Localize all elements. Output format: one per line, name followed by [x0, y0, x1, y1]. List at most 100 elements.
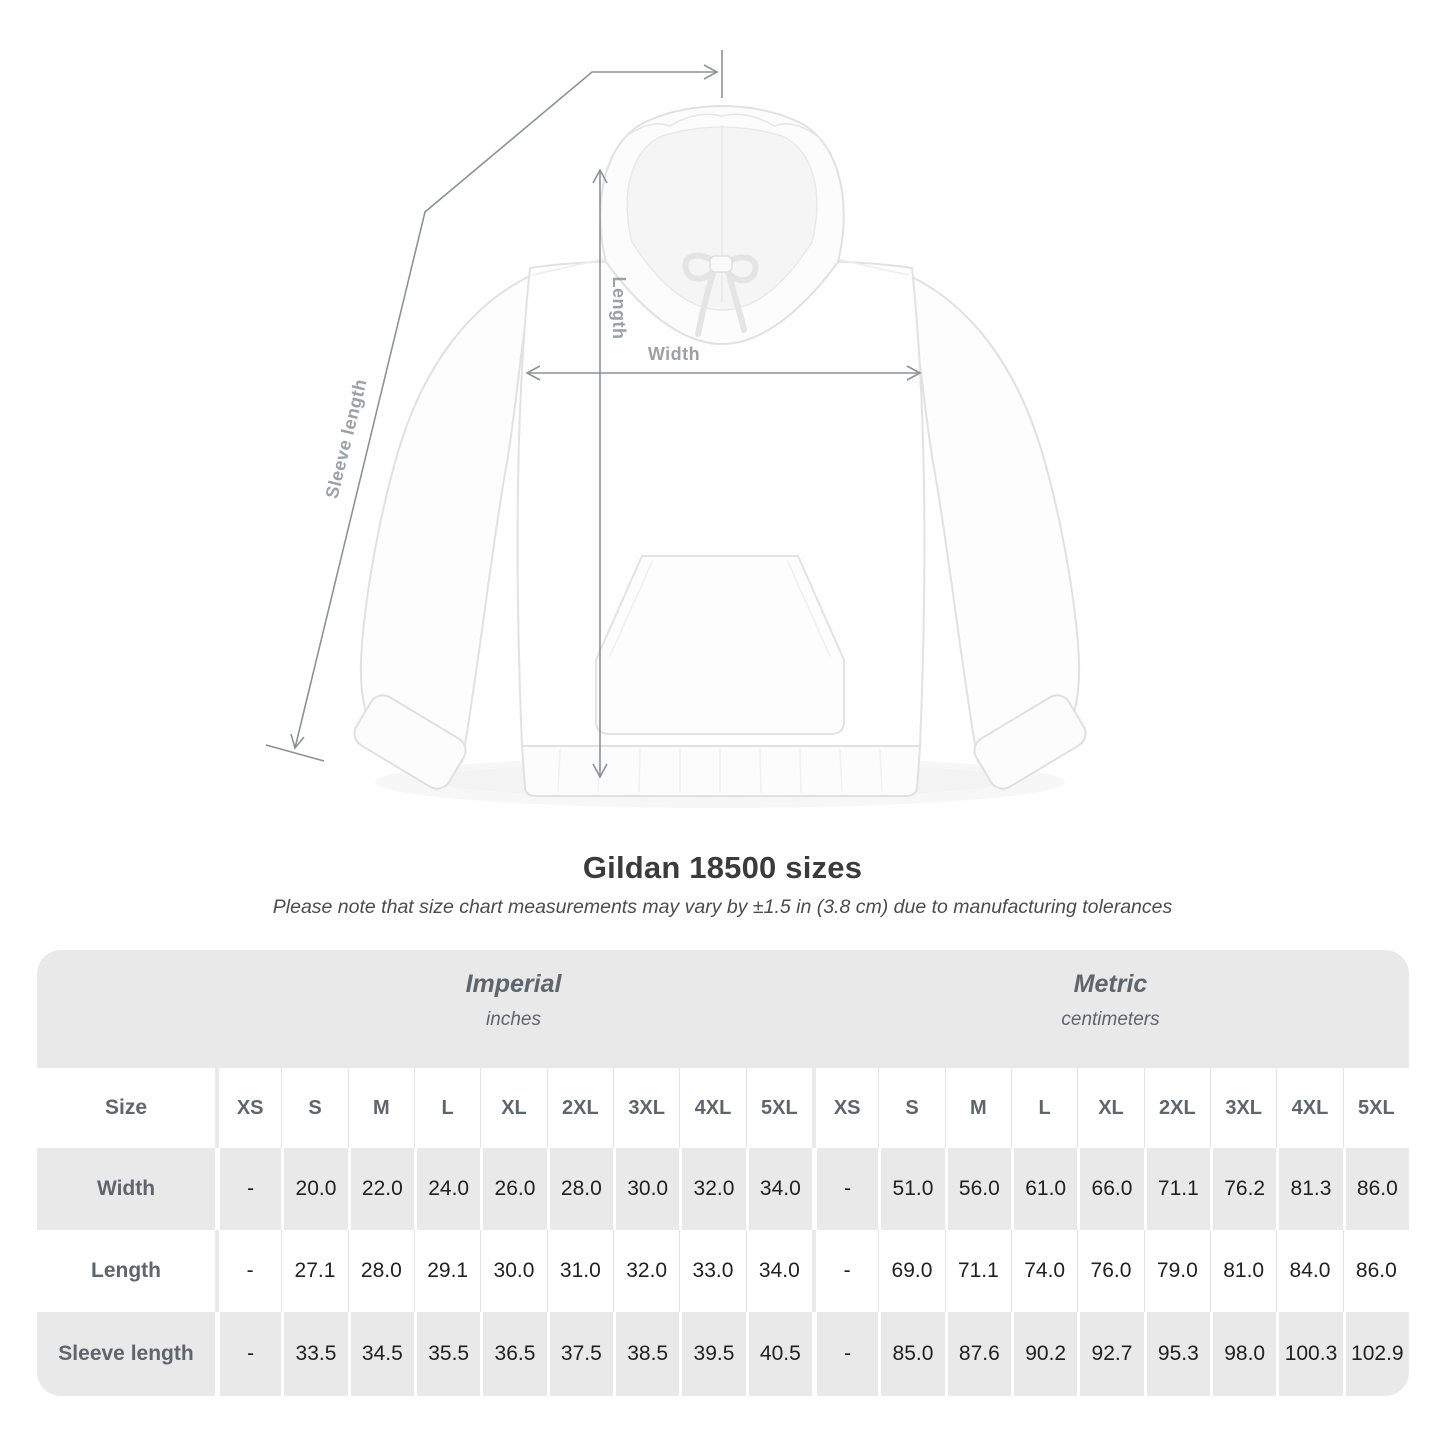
size-column-header: S: [878, 1068, 944, 1148]
measurement-cell: 85.0: [878, 1312, 944, 1396]
size-column-header: 5XL: [745, 1068, 812, 1148]
measurement-cell: 71.1: [1143, 1148, 1210, 1230]
measurement-cell: 33.5: [281, 1312, 347, 1396]
size-column-header: M: [347, 1068, 414, 1148]
unit-header-band: Imperial inches Metric centimeters: [37, 950, 1409, 1068]
width-dim-arrowhead-right: [906, 365, 922, 381]
measurement-cell: 56.0: [944, 1148, 1011, 1230]
measurement-cell: 30.0: [480, 1230, 546, 1312]
measurement-cell: 26.0: [480, 1148, 546, 1230]
sleeve-dim-arrowhead-top: [703, 64, 719, 80]
measurement-cell: 20.0: [281, 1148, 347, 1230]
measurement-row-label: Width: [96, 1177, 156, 1200]
measurement-cell: 79.0: [1143, 1230, 1210, 1312]
measurement-cell: 74.0: [1011, 1230, 1077, 1312]
measurement-cell: 69.0: [878, 1230, 944, 1312]
imperial-sublabel: inches: [486, 1009, 541, 1030]
measurement-row-label: Sleeve length: [58, 1342, 194, 1365]
measurement-cell: -: [812, 1148, 878, 1230]
size-column-header: 4XL: [1276, 1068, 1342, 1148]
measurement-cell: 95.3: [1143, 1312, 1210, 1396]
measurement-cell: 40.5: [745, 1312, 812, 1396]
measurement-cell: 37.5: [546, 1312, 613, 1396]
size-column-header: 2XL: [546, 1068, 613, 1148]
size-column-header: S: [281, 1068, 347, 1148]
metric-sublabel: centimeters: [1061, 1009, 1160, 1030]
measurement-cell: 102.9: [1342, 1312, 1409, 1396]
measurement-cell: 98.0: [1210, 1312, 1276, 1396]
metric-header: Metric centimeters: [812, 950, 1409, 1068]
hoodie-illustration: [353, 105, 1087, 797]
size-column-header: 5XL: [1342, 1068, 1409, 1148]
measurement-cell: -: [812, 1230, 878, 1312]
hem-rib-lines: [557, 749, 883, 793]
size-column-header: XL: [1077, 1068, 1143, 1148]
sleeve-dim-label: Sleeve length: [322, 377, 371, 501]
size-column-header: L: [1011, 1068, 1077, 1148]
size-row-header: Size: [104, 1096, 148, 1119]
measurement-cell: 84.0: [1276, 1230, 1342, 1312]
width-dim-label: Width: [648, 344, 700, 364]
sleeve-dim-end-tick: [265, 744, 325, 762]
hem-band: [521, 745, 921, 797]
measurement-cell: 51.0: [878, 1148, 944, 1230]
right-cuff: [973, 694, 1087, 790]
shoulder-seams: [531, 257, 909, 276]
measurement-cell: 86.0: [1342, 1148, 1409, 1230]
measurement-cell: 92.7: [1077, 1312, 1143, 1396]
measurement-row: Width -20.0 22.0 24.0 26.0 28.0 30.0 32.0 34.0-5…: [37, 1148, 1409, 1230]
measurement-cell: 81.0: [1210, 1230, 1276, 1312]
measurement-cell: 36.5: [480, 1312, 546, 1396]
measurement-cell: 35.5: [414, 1312, 480, 1396]
kangaroo-pocket: [595, 555, 845, 735]
length-dim-arrowhead-top: [592, 168, 608, 184]
drawstring-bow: [682, 252, 759, 337]
measurement-cell: 33.0: [679, 1230, 745, 1312]
measurement-cell: 61.0: [1011, 1148, 1077, 1230]
sleeve-dim-line: [294, 71, 717, 749]
unit-band-spacer: [37, 950, 215, 1068]
measurement-cell: 32.0: [679, 1148, 745, 1230]
measurement-cell: 31.0: [546, 1230, 613, 1312]
measurement-cell: 100.3: [1276, 1312, 1342, 1396]
measurement-cell: 90.2: [1011, 1312, 1077, 1396]
measurement-cell: -: [215, 1148, 281, 1230]
measurement-cell: 28.0: [546, 1148, 613, 1230]
width-dim-arrowhead-left: [525, 365, 541, 381]
measurement-row: Sleeve length -33.5 34.5 35.5 36.5 37.5 38.5 39…: [37, 1312, 1409, 1396]
measurement-cell: 32.0: [613, 1230, 679, 1312]
size-grid-rows: Size XS S M L XL 2XL 3XL 4XL 5XL XS S M L XL 2XL 3XL 4XL 5…: [37, 1068, 1409, 1396]
size-header-row: Size XS S M L XL 2XL 3XL 4XL 5XL XS S M L XL 2XL 3XL 4XL 5…: [37, 1068, 1409, 1148]
measurement-cell: 38.5: [613, 1312, 679, 1396]
measurement-cell: 34.0: [745, 1230, 812, 1312]
hood-top-edge: [621, 113, 823, 141]
measurement-cell: 86.0: [1342, 1230, 1409, 1312]
size-column-header: XS: [812, 1068, 878, 1148]
sleeve-dim-arrowhead-bottom: [290, 733, 305, 750]
measurement-cell: 71.1: [944, 1230, 1011, 1312]
size-column-header: 4XL: [679, 1068, 745, 1148]
measurement-cell: 81.3: [1276, 1148, 1342, 1230]
right-sleeve: [907, 274, 1081, 763]
length-dim-arrowhead-bottom: [592, 763, 608, 779]
measurement-cell: 39.5: [679, 1312, 745, 1396]
length-dim-label: Length: [609, 277, 629, 340]
measurement-cell: -: [215, 1312, 281, 1396]
measurement-cell: 24.0: [414, 1148, 480, 1230]
left-cuff: [353, 694, 467, 790]
imperial-header: Imperial inches: [215, 950, 812, 1068]
page-title: Gildan 18500 sizes: [582, 850, 863, 885]
measurement-cell: 27.1: [281, 1230, 347, 1312]
metric-label: Metric: [1073, 970, 1148, 998]
hoodie-measurement-diagram: Length Width Sleeve length: [265, 50, 1087, 797]
size-column-header: 3XL: [613, 1068, 679, 1148]
measurement-cell: -: [812, 1312, 878, 1396]
measurement-cell: 76.0: [1077, 1230, 1143, 1312]
measurement-cell: 22.0: [347, 1148, 414, 1230]
measurement-cell: 28.0: [347, 1230, 414, 1312]
measurement-cell: 87.6: [944, 1312, 1011, 1396]
measurement-cell: 34.0: [745, 1148, 812, 1230]
measurement-row: Length -27.1 28.0 29.1 30.0 31.0 32.0 33.0 34.0-…: [37, 1230, 1409, 1312]
size-column-header: 3XL: [1210, 1068, 1276, 1148]
